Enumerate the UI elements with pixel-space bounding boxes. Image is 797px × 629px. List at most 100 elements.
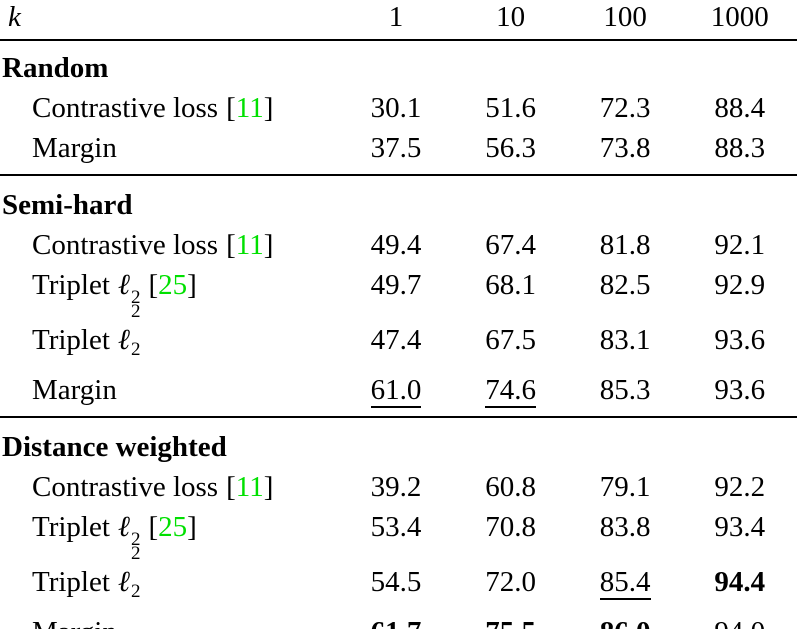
value-cell: 72.0 [453, 562, 568, 612]
table-row: Margin 37.5 56.3 73.8 88.3 [0, 128, 797, 175]
value-text: 85.3 [599, 374, 651, 406]
method-label-cell: Contrastive loss [11] [0, 467, 339, 507]
math-symbol-ell: ℓ [117, 511, 130, 543]
method-label-cell: Margin [0, 612, 339, 629]
value-text: 93.6 [714, 374, 766, 406]
section-title: Random [2, 52, 109, 84]
section-title-row: Semi-hard [0, 174, 797, 225]
citation-number[interactable]: 11 [235, 229, 264, 261]
value-cell: 54.5 [339, 562, 454, 612]
value-cell: 60.8 [453, 467, 568, 507]
value-text: 88.3 [714, 132, 766, 164]
value-text: 82.5 [599, 269, 651, 301]
value-cell: 67.4 [453, 225, 568, 265]
method-label-cell: Triplet ℓ 2 2 [25] [0, 265, 339, 320]
value-text: 94.0 [714, 616, 766, 629]
value-cell: 81.8 [568, 225, 683, 265]
column-header-100: 100 [567, 0, 683, 41]
method-label-cell: Triplet ℓ2 [0, 320, 339, 370]
value-text: 93.6 [714, 324, 766, 356]
value-cell: 92.9 [682, 265, 797, 320]
value-cell: 88.3 [682, 128, 797, 175]
citation-number[interactable]: 11 [235, 471, 264, 503]
value-cell: 75.5 [453, 612, 568, 629]
column-header-k: k [0, 0, 339, 41]
value-text: 83.1 [599, 324, 651, 356]
value-text: 75.5 [485, 616, 536, 629]
table-row: Contrastive loss [11] 39.2 60.8 79.1 92.2 [0, 467, 797, 507]
value-cell: 85.4 [568, 562, 683, 612]
value-text: 86.0 [600, 616, 651, 629]
column-header-10: 10 [453, 0, 568, 41]
citation-link[interactable]: [11] [226, 92, 274, 124]
value-text: 88.4 [714, 92, 766, 124]
method-label: Triplet [32, 324, 110, 356]
value-cell: 61.0 [339, 370, 454, 417]
value-cell: 49.4 [339, 225, 454, 265]
table-row: Margin 61.7 75.5 86.0 94.0 [0, 612, 797, 629]
value-text: 60.8 [485, 471, 536, 503]
section-title: Semi-hard [0, 174, 797, 225]
value-cell: 93.6 [682, 370, 797, 417]
citation-number[interactable]: 25 [158, 269, 188, 301]
method-label: Margin [32, 374, 117, 406]
value-text: 30.1 [370, 92, 422, 124]
value-text: 37.5 [370, 132, 422, 164]
value-text: 70.8 [485, 511, 536, 543]
value-cell: 83.1 [568, 320, 683, 370]
value-text: 83.8 [599, 511, 651, 543]
value-cell: 85.3 [568, 370, 683, 417]
table-row: Triplet ℓ2 54.5 72.0 85.4 94.4 [0, 562, 797, 612]
value-cell: 30.1 [339, 88, 454, 128]
value-text: 49.4 [370, 229, 422, 261]
value-cell: 70.8 [453, 507, 568, 562]
citation-link[interactable]: [25] [148, 511, 197, 543]
method-label-cell: Triplet ℓ 2 2 [25] [0, 507, 339, 562]
value-cell: 94.4 [682, 562, 797, 612]
value-cell: 83.8 [568, 507, 683, 562]
value-text: 73.8 [599, 132, 651, 164]
citation-link[interactable]: [11] [226, 229, 274, 261]
value-cell: 94.0 [682, 612, 797, 629]
value-text: 81.8 [599, 229, 651, 261]
value-cell: 88.4 [682, 88, 797, 128]
value-cell: 56.3 [453, 128, 568, 175]
table-row: Contrastive loss [11] 30.1 51.6 72.3 88.4 [0, 88, 797, 128]
value-text: 54.5 [370, 566, 422, 598]
citation-number[interactable]: 25 [158, 511, 188, 543]
value-text: 74.6 [485, 374, 536, 408]
value-text: 49.7 [370, 269, 422, 301]
citation-link[interactable]: [11] [226, 471, 274, 503]
math-subscript: 2 [131, 581, 141, 602]
method-label-cell: Triplet ℓ2 [0, 562, 339, 612]
math-subscript: 2 [131, 339, 141, 360]
method-label: Triplet [32, 269, 110, 301]
value-text: 67.4 [485, 229, 536, 261]
citation-number[interactable]: 11 [235, 92, 264, 124]
value-cell: 39.2 [339, 467, 454, 507]
citation-link[interactable]: [25] [148, 269, 197, 301]
value-cell: 68.1 [453, 265, 568, 320]
value-cell: 93.4 [682, 507, 797, 562]
value-text: 51.6 [485, 92, 536, 124]
method-label-cell: Margin [0, 370, 339, 417]
table-row: Triplet ℓ 2 2 [25] 49.7 68.1 82.5 92.9 [0, 265, 797, 320]
value-text: 92.2 [714, 471, 766, 503]
method-label: Contrastive loss [32, 229, 219, 261]
value-text: 79.1 [599, 471, 651, 503]
value-text: 56.3 [485, 132, 536, 164]
table-row: Triplet ℓ 2 2 [25] 53.4 70.8 83.8 93.4 [0, 507, 797, 562]
value-text: 61.0 [370, 374, 422, 408]
section-title-row: Random [0, 40, 797, 88]
method-label: Triplet [32, 511, 110, 543]
value-text: 85.4 [599, 566, 651, 600]
math-symbol-ell: ℓ [117, 324, 130, 356]
section-title-row: Distance weighted [0, 416, 797, 467]
section-title: Distance weighted [0, 416, 797, 467]
value-cell: 86.0 [568, 612, 683, 629]
method-label: Margin [32, 616, 117, 629]
value-cell: 92.1 [682, 225, 797, 265]
method-label: Contrastive loss [32, 92, 219, 124]
